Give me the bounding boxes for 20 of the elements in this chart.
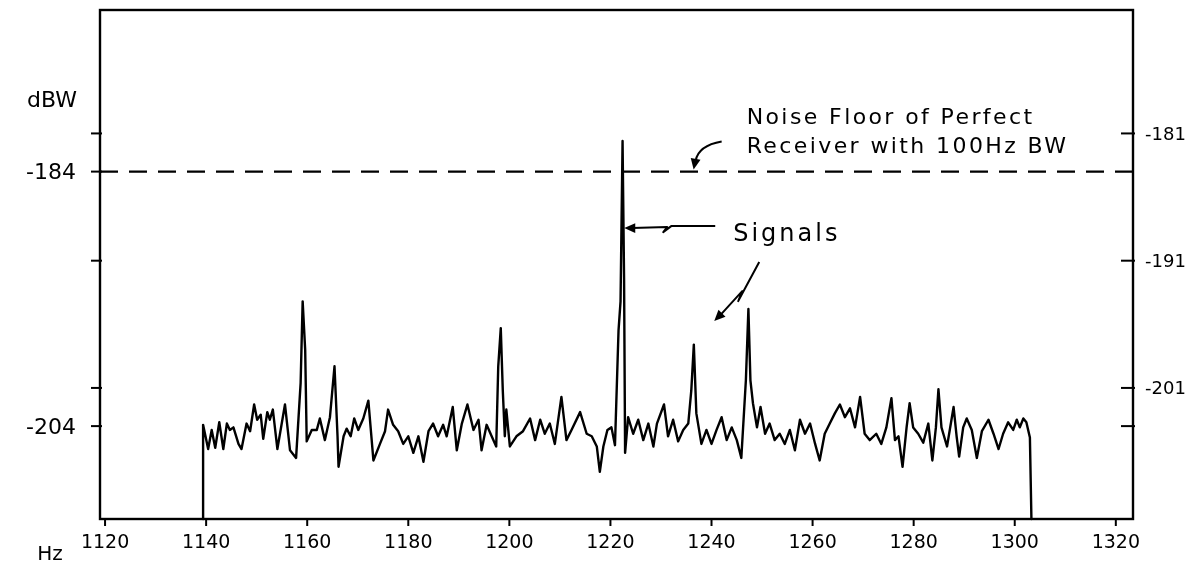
x-tick-label: 1240	[687, 530, 736, 553]
y2-tick-label: -181	[1145, 122, 1186, 144]
x-tick-label: 1140	[181, 530, 231, 553]
y-axis-title: dBW	[26, 86, 78, 112]
annotation: Signals	[733, 219, 841, 248]
x-tick-label: 1200	[485, 530, 534, 553]
y-tick-label: -204	[26, 413, 76, 439]
x-axis-title: Hz	[37, 541, 63, 565]
x-tick-label: 1300	[990, 530, 1039, 553]
x-tick-label: 1120	[80, 530, 130, 553]
x-tick-label: 1320	[1091, 530, 1140, 553]
x-tick-label: 1220	[586, 530, 635, 553]
x-tick-label: 1280	[889, 530, 938, 553]
x-tick-label: 1180	[384, 530, 433, 553]
x-tick-label: 1160	[283, 530, 332, 553]
y2-tick-label: -191	[1145, 249, 1186, 271]
x-tick-label: 1260	[788, 530, 837, 553]
ref-line-label: Noise Floor of Perfect Receiver with 100Hz BW	[746, 103, 1069, 158]
y2-tick-label: -201	[1145, 377, 1186, 399]
y-tick-label: -184	[26, 159, 76, 185]
